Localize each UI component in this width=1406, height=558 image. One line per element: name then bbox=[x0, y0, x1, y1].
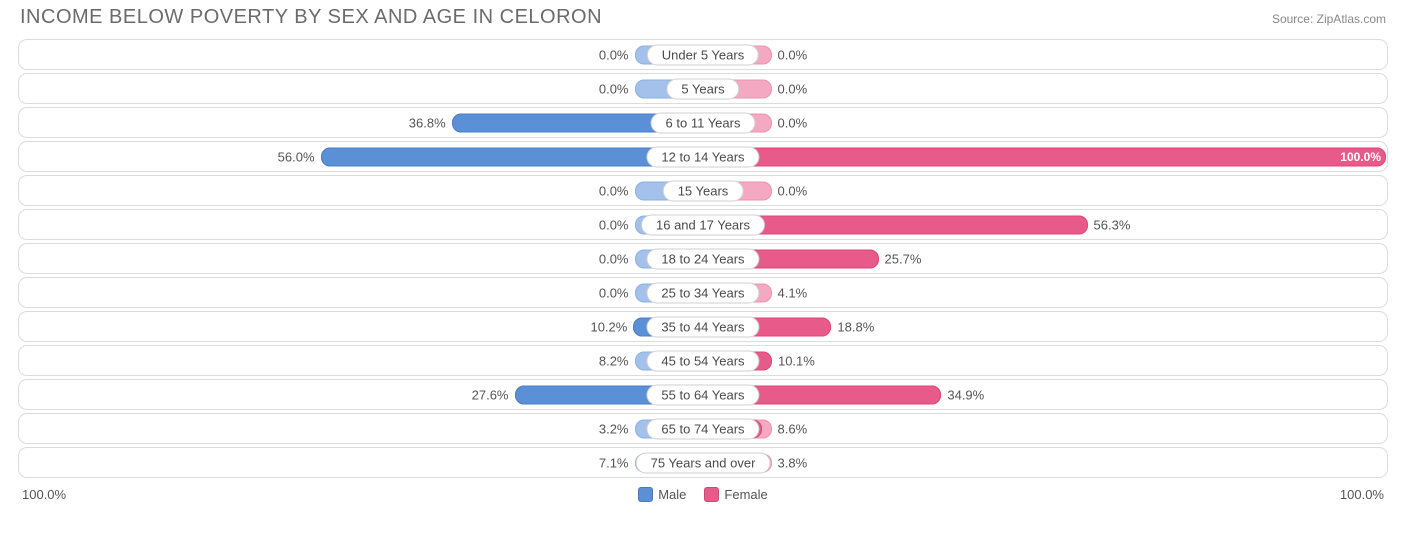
female-pct-label: 0.0% bbox=[778, 47, 808, 62]
chart-row: 0.0% 0.0% 15 Years bbox=[18, 175, 1388, 206]
chart-row: 0.0% 56.3% 16 and 17 Years bbox=[18, 209, 1388, 240]
category-pill: 5 Years bbox=[666, 78, 739, 99]
female-pct-label: 56.3% bbox=[1094, 217, 1131, 232]
category-pill: 15 Years bbox=[663, 180, 744, 201]
female-pct-label: 0.0% bbox=[778, 183, 808, 198]
chart-row: 7.1% 3.8% 75 Years and over bbox=[18, 447, 1388, 478]
chart-row: 56.0% 100.0% 12 to 14 Years bbox=[18, 141, 1388, 172]
chart-legend: Male Female bbox=[638, 487, 768, 502]
category-pill: 25 to 34 Years bbox=[646, 282, 759, 303]
female-pct-label: 4.1% bbox=[778, 285, 808, 300]
male-pct-label: 8.2% bbox=[599, 353, 629, 368]
category-pill: 6 to 11 Years bbox=[651, 112, 756, 133]
chart-source: Source: ZipAtlas.com bbox=[1272, 12, 1386, 26]
chart-row: 10.2% 18.8% 35 to 44 Years bbox=[18, 311, 1388, 342]
category-pill: 55 to 64 Years bbox=[646, 384, 759, 405]
legend-label-male: Male bbox=[658, 487, 686, 502]
chart-row: 27.6% 34.9% 55 to 64 Years bbox=[18, 379, 1388, 410]
female-value-bar bbox=[703, 147, 1386, 166]
female-pct-label: 18.8% bbox=[837, 319, 874, 334]
source-link[interactable]: ZipAtlas.com bbox=[1317, 12, 1386, 26]
male-pct-label: 0.0% bbox=[599, 285, 629, 300]
category-pill: 75 Years and over bbox=[636, 452, 771, 473]
female-pct-label: 25.7% bbox=[885, 251, 922, 266]
axis-right-label: 100.0% bbox=[1340, 487, 1384, 502]
source-prefix: Source: bbox=[1272, 12, 1313, 26]
male-pct-label: 7.1% bbox=[599, 455, 629, 470]
female-pct-label: 100.0% bbox=[1340, 150, 1381, 164]
female-pct-label: 10.1% bbox=[778, 353, 815, 368]
male-pct-label: 0.0% bbox=[599, 183, 629, 198]
category-pill: 45 to 54 Years bbox=[646, 350, 759, 371]
legend-swatch-female bbox=[704, 487, 719, 502]
legend-item-female: Female bbox=[704, 487, 767, 502]
male-pct-label: 0.0% bbox=[599, 217, 629, 232]
male-pct-label: 36.8% bbox=[409, 115, 446, 130]
chart-row: 0.0% 4.1% 25 to 34 Years bbox=[18, 277, 1388, 308]
legend-swatch-male bbox=[638, 487, 653, 502]
legend-item-male: Male bbox=[638, 487, 686, 502]
male-pct-label: 56.0% bbox=[278, 149, 315, 164]
female-pct-label: 0.0% bbox=[778, 81, 808, 96]
chart-row: 0.0% 0.0% Under 5 Years bbox=[18, 39, 1388, 70]
category-pill: Under 5 Years bbox=[647, 44, 759, 65]
chart-row: 3.2% 8.6% 65 to 74 Years bbox=[18, 413, 1388, 444]
category-pill: 16 and 17 Years bbox=[641, 214, 765, 235]
male-pct-label: 0.0% bbox=[599, 81, 629, 96]
category-pill: 12 to 14 Years bbox=[646, 146, 759, 167]
category-pill: 65 to 74 Years bbox=[646, 418, 759, 439]
male-pct-label: 3.2% bbox=[599, 421, 629, 436]
axis-left-label: 100.0% bbox=[22, 487, 66, 502]
chart-header: INCOME BELOW POVERTY BY SEX AND AGE IN C… bbox=[0, 0, 1406, 39]
category-pill: 18 to 24 Years bbox=[646, 248, 759, 269]
female-pct-label: 8.6% bbox=[778, 421, 808, 436]
chart-rows: 0.0% 0.0% Under 5 Years 0.0% 0.0% 5 Years 36.8… bbox=[0, 39, 1406, 478]
female-pct-label: 0.0% bbox=[778, 115, 808, 130]
male-pct-label: 27.6% bbox=[472, 387, 509, 402]
female-pct-label: 34.9% bbox=[947, 387, 984, 402]
male-pct-label: 0.0% bbox=[599, 47, 629, 62]
female-pct-label: 3.8% bbox=[778, 455, 808, 470]
chart-row: 0.0% 25.7% 18 to 24 Years bbox=[18, 243, 1388, 274]
male-pct-label: 10.2% bbox=[590, 319, 627, 334]
male-pct-label: 0.0% bbox=[599, 251, 629, 266]
chart-row: 8.2% 10.1% 45 to 54 Years bbox=[18, 345, 1388, 376]
chart-footer: 100.0% Male Female 100.0% bbox=[0, 481, 1406, 502]
chart-row: 0.0% 0.0% 5 Years bbox=[18, 73, 1388, 104]
category-pill: 35 to 44 Years bbox=[646, 316, 759, 337]
chart-row: 36.8% 0.0% 6 to 11 Years bbox=[18, 107, 1388, 138]
chart-title: INCOME BELOW POVERTY BY SEX AND AGE IN C… bbox=[20, 6, 602, 29]
legend-label-female: Female bbox=[724, 487, 767, 502]
